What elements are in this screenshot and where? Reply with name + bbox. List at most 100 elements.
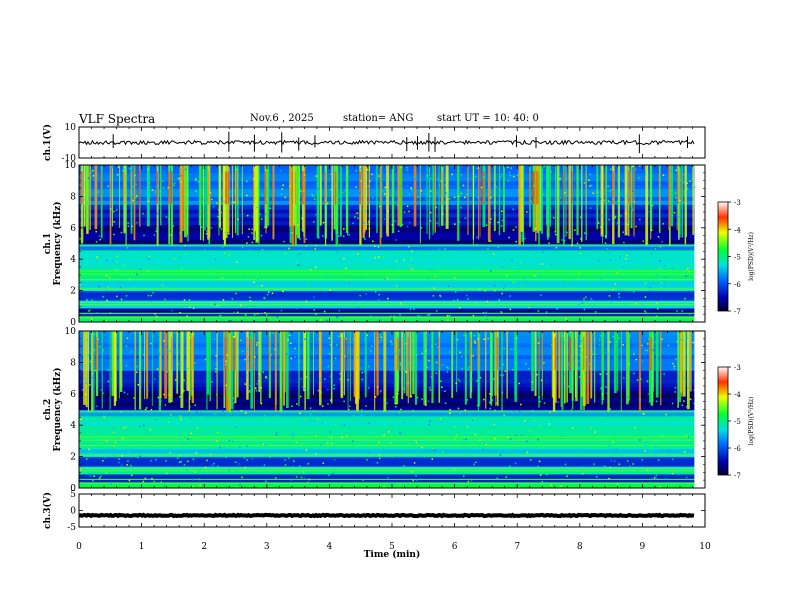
spectral-noise xyxy=(655,428,657,431)
sferic-burst xyxy=(85,331,88,408)
sferic-burst xyxy=(563,331,566,404)
spectral-noise xyxy=(304,387,307,390)
spectral-noise xyxy=(552,364,555,366)
spectral-noise xyxy=(417,196,419,198)
sferic-core xyxy=(469,337,471,371)
spectral-noise xyxy=(610,459,613,462)
spectral-noise xyxy=(658,268,660,271)
spectral-noise xyxy=(394,402,397,405)
spectral-noise xyxy=(639,399,641,401)
sferic-core xyxy=(496,337,499,371)
spectral-noise xyxy=(607,185,609,188)
sferic-core xyxy=(538,171,539,205)
spectral-noise xyxy=(631,209,634,211)
spectral-noise xyxy=(567,263,570,266)
spectral-noise xyxy=(133,397,135,399)
sferic-core xyxy=(156,171,159,205)
spectral-noise xyxy=(150,471,152,474)
spectral-noise xyxy=(634,426,636,429)
spectral-noise xyxy=(589,363,591,366)
spectral-noise xyxy=(591,300,593,302)
spectral-noise xyxy=(359,268,362,270)
spectral-noise xyxy=(339,243,341,246)
spectral-noise xyxy=(116,260,118,263)
spectral-noise xyxy=(199,216,201,218)
spectral-noise xyxy=(304,335,306,338)
spectral-noise xyxy=(632,250,634,252)
spectral-noise xyxy=(424,427,426,429)
spectral-noise xyxy=(500,225,503,227)
spectral-noise xyxy=(192,307,195,310)
spectral-noise xyxy=(371,345,373,347)
spectrogram-band xyxy=(79,366,695,371)
spectral-noise xyxy=(518,382,520,385)
sferic-burst xyxy=(514,331,518,402)
spectral-noise xyxy=(366,459,368,461)
spectral-noise xyxy=(357,306,359,308)
spectral-noise xyxy=(585,356,588,358)
spectrogram-band xyxy=(79,411,695,417)
spectral-noise xyxy=(438,367,441,369)
sferic-burst xyxy=(487,165,491,242)
spectral-noise xyxy=(338,309,341,312)
sferic-core xyxy=(676,171,678,205)
spectral-noise xyxy=(291,405,293,408)
spectral-noise xyxy=(470,348,473,351)
spectral-noise xyxy=(302,471,305,473)
sferic-burst xyxy=(374,331,376,411)
spectral-noise xyxy=(433,197,435,199)
sferic-burst xyxy=(289,165,292,227)
spectral-noise xyxy=(524,238,526,240)
spectral-noise xyxy=(305,300,308,303)
spectral-noise xyxy=(205,232,208,235)
spectral-noise xyxy=(436,346,439,348)
spectral-noise xyxy=(444,390,446,392)
spectral-noise xyxy=(541,263,543,265)
spectral-noise xyxy=(637,469,640,472)
spectral-noise xyxy=(116,255,119,258)
spectral-noise xyxy=(194,471,196,473)
spectral-noise xyxy=(446,314,449,317)
spectral-noise xyxy=(283,240,285,243)
spectral-noise xyxy=(589,185,591,187)
spectral-noise xyxy=(391,223,394,226)
spectral-noise xyxy=(275,434,278,436)
spectral-noise xyxy=(651,245,653,247)
spectral-noise xyxy=(476,167,479,170)
spectral-noise xyxy=(219,446,221,449)
sferic-burst xyxy=(426,165,428,235)
spectral-noise xyxy=(329,375,332,378)
spectral-noise xyxy=(155,227,158,230)
spectral-noise xyxy=(136,221,138,224)
spectral-noise xyxy=(98,419,100,422)
spectral-noise xyxy=(297,264,299,266)
spectral-noise xyxy=(503,414,505,417)
spectral-noise xyxy=(407,254,409,256)
spectral-noise xyxy=(200,226,203,228)
spectral-noise xyxy=(589,173,591,176)
sferic-core xyxy=(253,171,255,205)
sferic-burst xyxy=(581,165,583,242)
sferic-burst xyxy=(518,165,521,245)
spectral-noise xyxy=(188,299,191,301)
spectral-noise xyxy=(124,264,126,267)
spectral-noise xyxy=(88,448,90,451)
spectral-noise xyxy=(686,337,689,339)
spectral-noise xyxy=(500,201,502,203)
spectral-noise xyxy=(454,438,456,441)
spectral-noise xyxy=(429,195,431,198)
y-tick-label: 0 xyxy=(70,318,76,328)
spectral-noise xyxy=(627,396,629,398)
spectral-noise xyxy=(249,296,251,299)
spectral-noise xyxy=(449,351,451,353)
spectral-noise xyxy=(517,262,520,264)
spectral-noise xyxy=(354,216,356,218)
spectrogram-band xyxy=(79,267,695,271)
spectral-noise xyxy=(683,400,685,402)
spectral-noise xyxy=(250,388,253,391)
spectral-noise xyxy=(271,292,274,295)
spectral-noise xyxy=(244,358,246,361)
x-tick-label: 4 xyxy=(327,542,333,552)
transmitter-line xyxy=(79,270,695,272)
